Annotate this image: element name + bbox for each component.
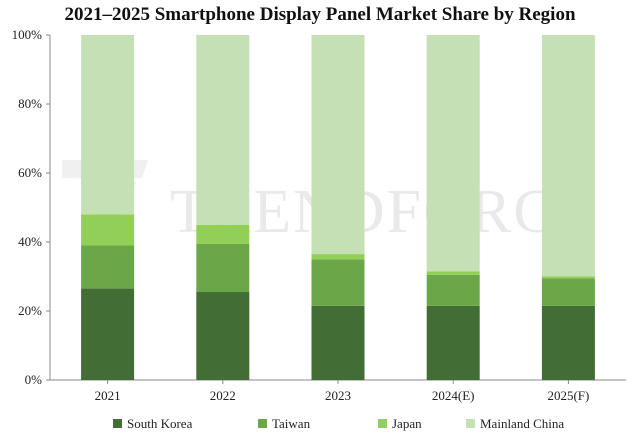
bar-segment-taiwan: [196, 243, 250, 293]
bar-segment-japan: [541, 276, 595, 279]
legend-swatch: [113, 419, 122, 428]
y-tick-labels: 0% 20% 40% 60% 80% 100%: [12, 27, 43, 387]
legend-swatch: [258, 419, 267, 428]
x-tick-labels: 2021 2022 2023 2024(E) 2025(F): [95, 388, 590, 403]
y-tick-label: 60%: [18, 165, 42, 180]
legend-item: Taiwan: [258, 416, 311, 431]
bar-segment-taiwan: [426, 274, 480, 306]
x-tick-label: 2024(E): [432, 388, 475, 403]
bar-segment-japan: [426, 271, 480, 275]
y-tick-label: 80%: [18, 96, 42, 111]
bar-segment-south-korea: [81, 288, 135, 380]
bar-segment-mainland-china: [81, 35, 135, 215]
y-tick-label: 0%: [25, 372, 43, 387]
legend-swatch: [466, 419, 475, 428]
legend-label: Taiwan: [272, 416, 311, 431]
bar-segment-japan: [81, 214, 135, 246]
bars: [81, 35, 595, 380]
bar-segment-south-korea: [426, 305, 480, 380]
legend-item: South Korea: [113, 416, 193, 431]
bar-segment-taiwan: [541, 278, 595, 306]
bar-segment-mainland-china: [426, 35, 480, 272]
y-tick-label: 20%: [18, 303, 42, 318]
legend-label: Japan: [392, 416, 422, 431]
y-tick-label: 100%: [12, 27, 43, 42]
legend-item: Mainland China: [466, 416, 564, 431]
bar-segment-taiwan: [311, 259, 365, 306]
bar-segment-south-korea: [541, 305, 595, 380]
bar-segment-japan: [196, 224, 250, 244]
x-tick-label: 2025(F): [547, 388, 589, 403]
bar-segment-south-korea: [311, 305, 365, 380]
legend-label: South Korea: [127, 416, 193, 431]
bar-segment-mainland-china: [196, 35, 250, 225]
x-tick-label: 2023: [325, 388, 351, 403]
bar-segment-taiwan: [81, 245, 135, 289]
bar-segment-mainland-china: [311, 35, 365, 255]
y-tick-label: 40%: [18, 234, 42, 249]
bar-segment-japan: [311, 254, 365, 260]
legend-label: Mainland China: [480, 416, 564, 431]
legend: South Korea Taiwan Japan Mainland China: [113, 416, 564, 431]
legend-swatch: [378, 419, 387, 428]
bar-segment-south-korea: [196, 292, 250, 380]
legend-item: Japan: [378, 416, 422, 431]
x-tick-label: 2021: [95, 388, 121, 403]
chart-title: 2021–2025 Smartphone Display Panel Marke…: [64, 4, 576, 25]
x-tick-label: 2022: [210, 388, 236, 403]
bar-segment-mainland-china: [541, 35, 595, 277]
